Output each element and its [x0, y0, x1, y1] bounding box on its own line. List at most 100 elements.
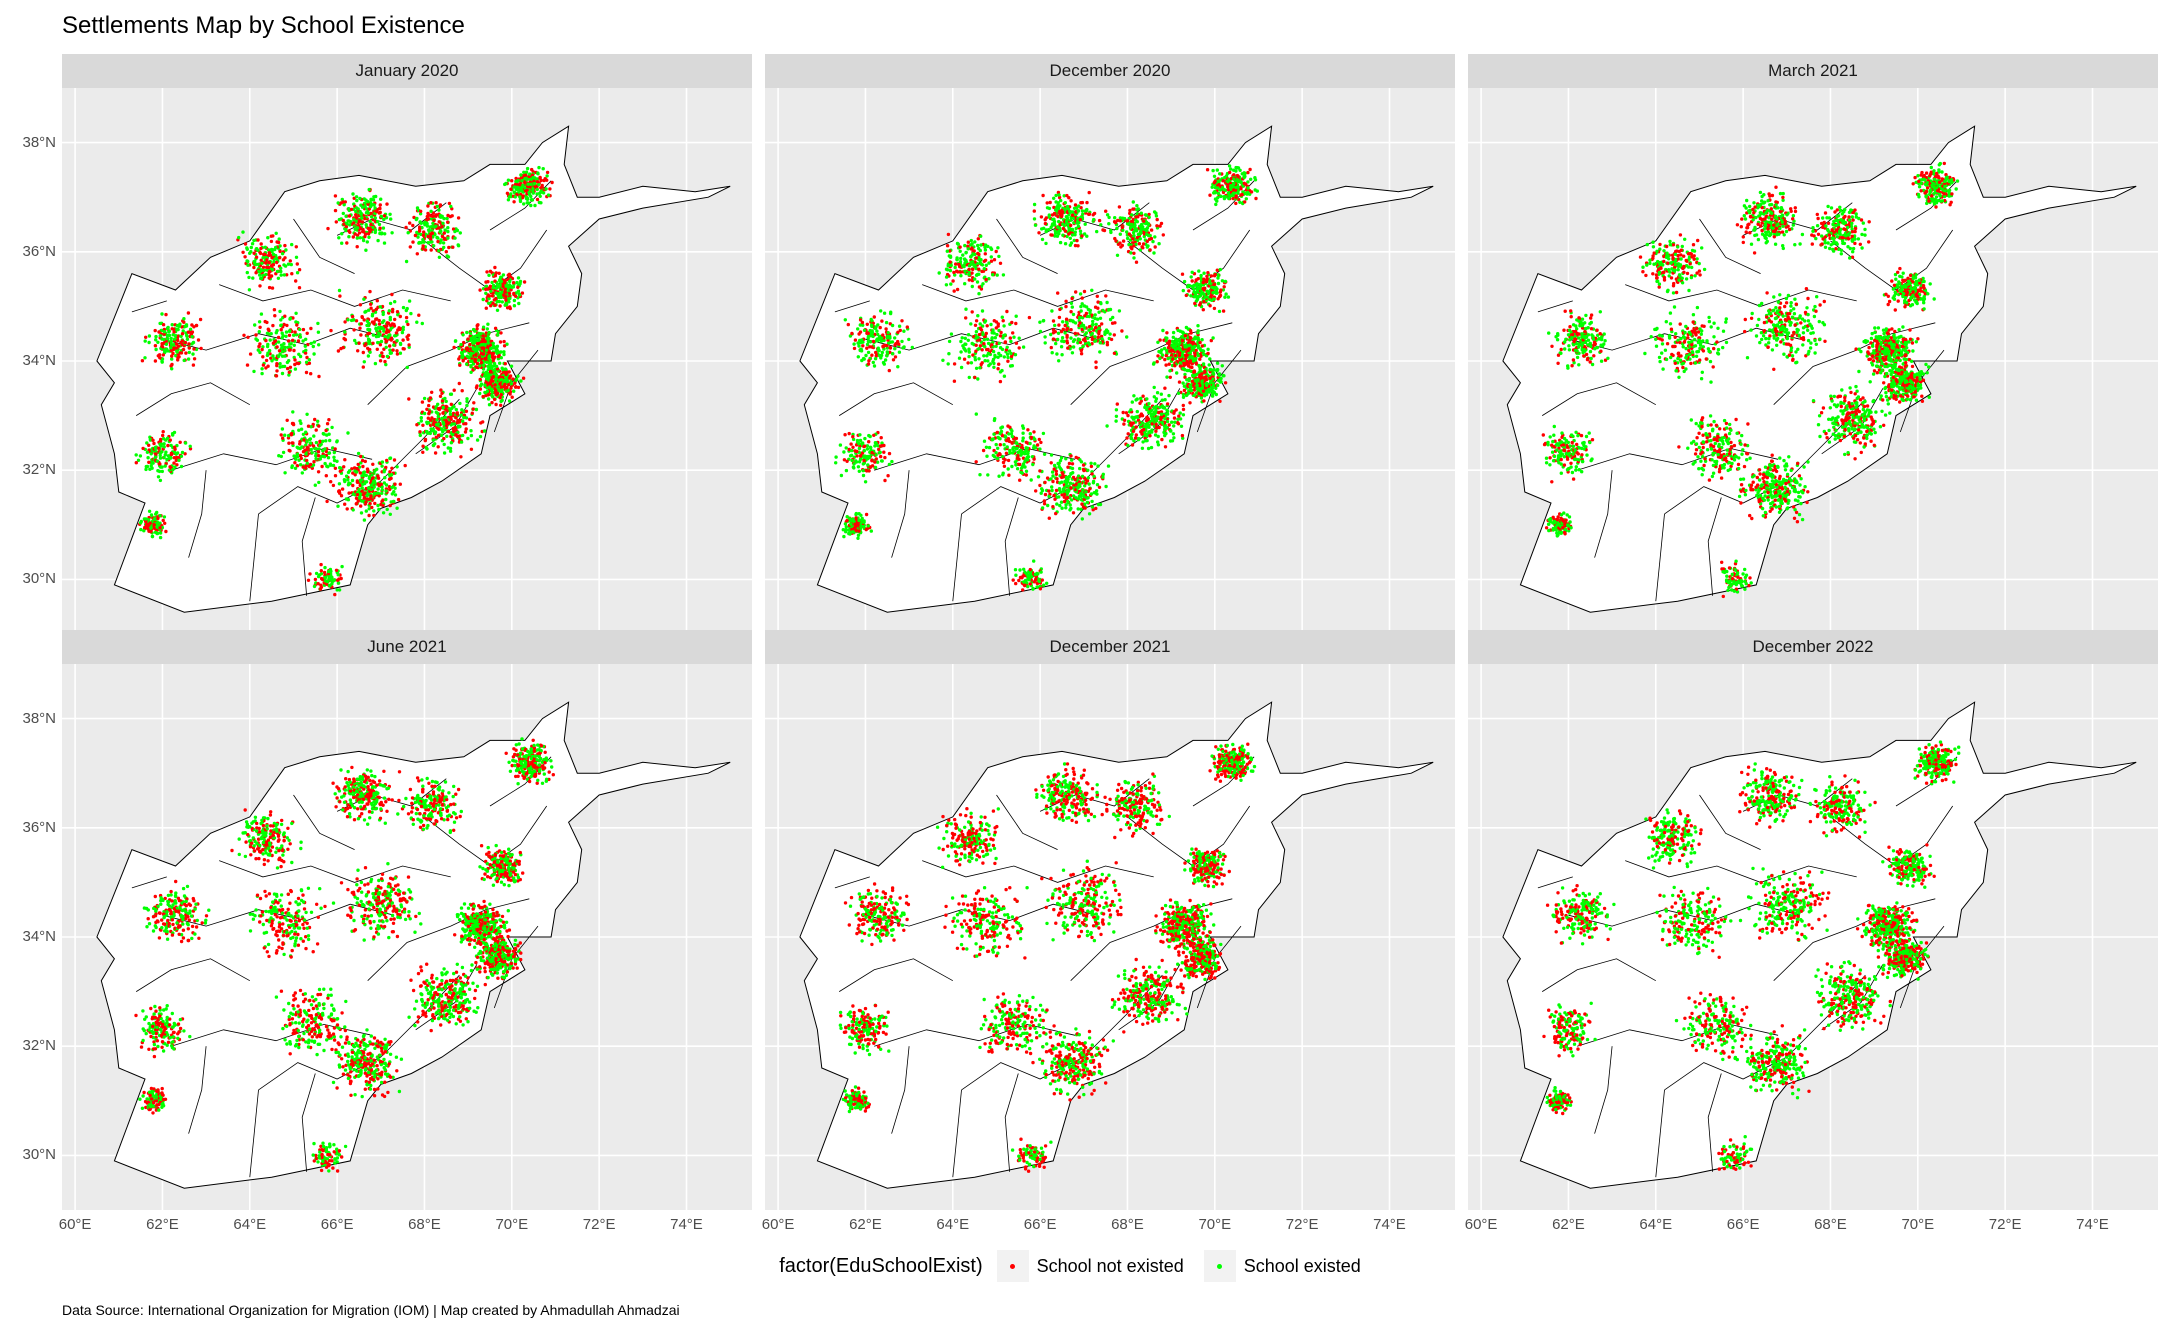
settlement-point-school — [425, 420, 429, 424]
settlement-point-school — [172, 430, 177, 435]
settlement-point-school — [1011, 446, 1015, 451]
settlement-point-school — [1023, 465, 1027, 469]
settlement-point-no-school — [303, 351, 308, 355]
settlement-point-school — [167, 329, 171, 333]
settlement-point-school — [367, 338, 372, 342]
settlement-point-no-school — [395, 349, 399, 353]
settlement-point-no-school — [186, 330, 191, 334]
settlement-point-school — [474, 407, 479, 412]
settlement-point-school — [1249, 177, 1253, 181]
settlement-point-no-school — [404, 225, 408, 230]
settlement-point-no-school — [471, 368, 475, 372]
settlement-point-school — [415, 320, 419, 324]
settlement-point-school — [494, 347, 499, 351]
settlement-point-school — [1072, 494, 1076, 498]
settlement-point-school — [1220, 186, 1225, 190]
settlement-point-no-school — [351, 483, 355, 488]
settlement-point-school — [1196, 338, 1201, 342]
settlement-point-no-school — [518, 183, 522, 187]
settlement-point-school — [355, 236, 359, 240]
settlement-point-school — [985, 454, 989, 458]
settlement-point-no-school — [246, 335, 250, 339]
settlement-point-school — [1020, 471, 1024, 475]
settlement-point-no-school — [357, 231, 362, 235]
settlement-point-no-school — [472, 401, 476, 405]
settlement-point-no-school — [1193, 351, 1197, 356]
settlement-point-school — [1216, 186, 1220, 190]
settlement-point-school — [134, 453, 138, 457]
settlement-point-school — [457, 346, 461, 351]
settlement-point-school — [449, 441, 454, 445]
settlement-point-no-school — [1007, 473, 1011, 477]
settlement-point-school — [443, 228, 447, 232]
settlement-point-school — [498, 295, 502, 300]
settlement-point-school — [181, 329, 185, 333]
settlement-point-school — [316, 330, 321, 334]
settlement-point-school — [392, 343, 396, 347]
settlement-point-no-school — [1182, 388, 1187, 393]
settlement-point-school — [354, 341, 358, 345]
settlement-point-no-school — [171, 351, 175, 356]
settlement-point-school — [1159, 350, 1163, 355]
settlement-point-school — [1160, 404, 1164, 408]
settlement-point-no-school — [1006, 424, 1010, 428]
settlement-point-school — [485, 327, 489, 331]
settlement-point-school — [494, 286, 499, 290]
settlement-point-school — [539, 190, 543, 194]
settlement-point-no-school — [479, 351, 484, 356]
settlement-point-no-school — [499, 385, 504, 389]
settlement-point-no-school — [497, 271, 501, 275]
settlement-point-school — [439, 238, 443, 242]
settlement-point-school — [478, 391, 482, 396]
settlement-point-no-school — [335, 578, 340, 582]
settlement-point-no-school — [1157, 425, 1161, 430]
settlement-point-school — [165, 337, 170, 341]
district-boundary — [1070, 322, 1233, 405]
settlement-point-school — [384, 483, 389, 487]
settlement-point-no-school — [507, 376, 512, 380]
settlement-point-school — [1021, 436, 1025, 440]
settlement-point-no-school — [1234, 201, 1238, 206]
settlement-point-no-school — [366, 226, 370, 230]
settlement-point-school — [1084, 490, 1088, 494]
settlement-point-school — [469, 365, 473, 369]
settlement-point-school — [317, 343, 321, 347]
settlement-point-school — [1211, 377, 1215, 381]
settlement-point-school — [1153, 411, 1157, 415]
settlement-point-no-school — [417, 229, 422, 233]
settlement-point-school — [400, 330, 405, 335]
settlement-point-no-school — [484, 287, 488, 291]
settlement-point-no-school — [455, 420, 460, 425]
settlement-point-school — [1147, 402, 1151, 406]
settlement-point-school — [366, 327, 370, 332]
settlement-point-school — [295, 452, 300, 456]
settlement-point-school — [375, 491, 379, 495]
settlement-point-school — [147, 509, 152, 513]
settlement-point-no-school — [325, 422, 330, 426]
settlement-point-school — [372, 203, 376, 207]
settlement-point-school — [424, 445, 428, 450]
settlement-point-no-school — [428, 396, 433, 400]
settlement-point-no-school — [459, 455, 463, 459]
settlement-point-school — [373, 216, 377, 220]
settlement-point-no-school — [1232, 173, 1236, 177]
settlement-point-no-school — [181, 347, 186, 352]
settlement-point-school — [294, 311, 298, 315]
settlement-point-no-school — [1176, 350, 1180, 354]
settlement-point-school — [445, 434, 449, 438]
settlement-point-school — [1196, 378, 1200, 382]
settlement-point-no-school — [1192, 388, 1196, 392]
settlement-point-school — [136, 458, 141, 462]
settlement-point-school — [524, 170, 529, 174]
settlement-point-no-school — [317, 374, 321, 379]
settlement-point-no-school — [421, 450, 425, 454]
settlement-point-school — [380, 460, 385, 464]
settlement-point-school — [1020, 466, 1024, 470]
settlement-point-school — [311, 463, 316, 467]
settlement-point-school — [158, 442, 162, 446]
settlement-point-school — [307, 358, 311, 362]
settlement-point-school — [429, 209, 433, 213]
settlement-point-school — [323, 447, 327, 451]
settlement-point-no-school — [1232, 188, 1236, 192]
settlement-point-no-school — [438, 203, 443, 207]
